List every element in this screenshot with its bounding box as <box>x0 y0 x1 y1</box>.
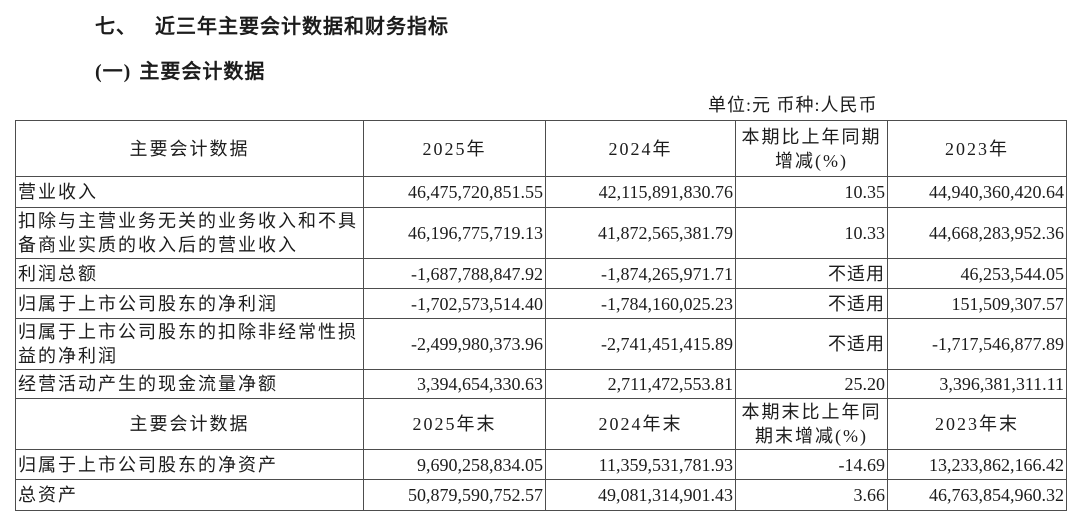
row-label: 归属于上市公司股东的净利润 <box>15 288 364 319</box>
header-metric: 主要会计数据 <box>15 398 364 450</box>
value-2023: 3,396,381,311.11 <box>887 369 1067 399</box>
table-header-row-annual: 主要会计数据 2025年 2024年 本期比上年同期增减(%) 2023年 <box>15 120 1067 177</box>
value-yoy: 3.66 <box>735 479 888 511</box>
row-label: 利润总额 <box>15 258 364 289</box>
value-2023: 46,253,544.05 <box>887 258 1067 289</box>
value-2023: 46,763,854,960.32 <box>887 479 1067 511</box>
value-2025: -2,499,980,373.96 <box>363 318 546 370</box>
value-2024: 41,872,565,381.79 <box>545 207 736 259</box>
value-2025: 9,690,258,834.05 <box>363 449 546 480</box>
value-2024: 42,115,891,830.76 <box>545 176 736 208</box>
value-yoy: 25.20 <box>735 369 888 399</box>
table-row-revenue: 营业收入 46,475,720,851.55 42,115,891,830.76… <box>15 176 1067 208</box>
row-label: 归属于上市公司股东的净资产 <box>15 449 364 480</box>
value-2025: -1,702,573,514.40 <box>363 288 546 319</box>
value-2024: 2,711,472,553.81 <box>545 369 736 399</box>
value-2025: 3,394,654,330.63 <box>363 369 546 399</box>
value-2023: -1,717,546,877.89 <box>887 318 1067 370</box>
header-2024-end: 2024年末 <box>545 398 736 450</box>
table-row-total-assets: 总资产 50,879,590,752.57 49,081,314,901.43 … <box>15 479 1067 511</box>
header-metric: 主要会计数据 <box>15 120 364 177</box>
value-2024: -2,741,451,415.89 <box>545 318 736 370</box>
table-row-net-profit-excl-nonrecurring: 归属于上市公司股东的扣除非经常性损益的净利润 -2,499,980,373.96… <box>15 318 1067 370</box>
accounting-data-table: 主要会计数据 2025年 2024年 本期比上年同期增减(%) 2023年 营业… <box>15 120 1067 511</box>
value-yoy: 10.35 <box>735 176 888 208</box>
subsection-title: (一) 主要会计数据 <box>95 55 265 84</box>
value-yoy: 不适用 <box>735 318 888 370</box>
section-number: 七、 <box>95 16 137 38</box>
header-2023: 2023年 <box>887 120 1067 177</box>
table-row-operating-cash-flow: 经营活动产生的现金流量净额 3,394,654,330.63 2,711,472… <box>15 369 1067 399</box>
row-label: 营业收入 <box>15 176 364 208</box>
header-2024: 2024年 <box>545 120 736 177</box>
value-2023: 151,509,307.57 <box>887 288 1067 319</box>
header-2023-end: 2023年末 <box>887 398 1067 450</box>
value-2024: 49,081,314,901.43 <box>545 479 736 511</box>
section-title: 七、 近三年主要会计数据和财务指标 <box>95 10 449 39</box>
unit-currency-note: 单位:元 币种:人民币 <box>708 95 878 115</box>
value-2025: 46,475,720,851.55 <box>363 176 546 208</box>
value-2024: -1,874,265,971.71 <box>545 258 736 289</box>
subsection-number: (一) <box>95 61 132 83</box>
row-label: 总资产 <box>15 479 364 511</box>
value-2023: 44,940,360,420.64 <box>887 176 1067 208</box>
value-2024: 11,359,531,781.93 <box>545 449 736 480</box>
table-header-row-period-end: 主要会计数据 2025年末 2024年末 本期末比上年同期末增减(%) 2023… <box>15 398 1067 450</box>
value-yoy: 10.33 <box>735 207 888 259</box>
value-yoy: -14.69 <box>735 449 888 480</box>
table-row-net-profit: 归属于上市公司股东的净利润 -1,702,573,514.40 -1,784,1… <box>15 288 1067 319</box>
header-yoy-change: 本期比上年同期增减(%) <box>735 120 888 177</box>
value-2023: 13,233,862,166.42 <box>887 449 1067 480</box>
value-yoy: 不适用 <box>735 258 888 289</box>
value-2024: -1,784,160,025.23 <box>545 288 736 319</box>
value-2025: 50,879,590,752.57 <box>363 479 546 511</box>
value-2025: 46,196,775,719.13 <box>363 207 546 259</box>
subsection-title-text: 主要会计数据 <box>139 61 266 83</box>
table-row-net-assets: 归属于上市公司股东的净资产 9,690,258,834.05 11,359,53… <box>15 449 1067 480</box>
row-label: 经营活动产生的现金流量净额 <box>15 369 364 399</box>
header-2025: 2025年 <box>363 120 546 177</box>
value-2023: 44,668,283,952.36 <box>887 207 1067 259</box>
header-period-end-change: 本期末比上年同期末增减(%) <box>735 398 888 450</box>
row-label: 归属于上市公司股东的扣除非经常性损益的净利润 <box>15 318 364 370</box>
value-2025: -1,687,788,847.92 <box>363 258 546 289</box>
header-2025-end: 2025年末 <box>363 398 546 450</box>
row-label: 扣除与主营业务无关的业务收入和不具备商业实质的收入后的营业收入 <box>15 207 364 259</box>
table-row-adjusted-revenue: 扣除与主营业务无关的业务收入和不具备商业实质的收入后的营业收入 46,196,7… <box>15 207 1067 259</box>
value-yoy: 不适用 <box>735 288 888 319</box>
table-row-total-profit: 利润总额 -1,687,788,847.92 -1,874,265,971.71… <box>15 258 1067 289</box>
section-title-text: 近三年主要会计数据和财务指标 <box>155 16 449 38</box>
